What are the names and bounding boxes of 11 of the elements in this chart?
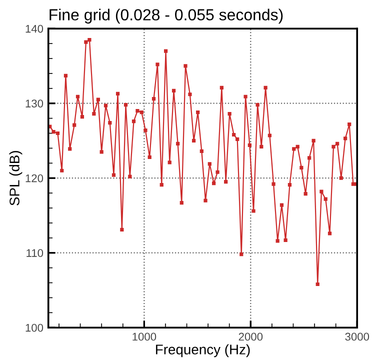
x-axis-title: Frequency (Hz) (156, 344, 250, 358)
x-tick-label: 2000 (238, 332, 263, 341)
chart-title: Fine grid (0.028 - 0.055 seconds) (50, 8, 283, 24)
x-tick-label: 3000 (345, 332, 370, 341)
y-axis-title: SPL (dB) (9, 151, 22, 206)
y-tick-label: 100 (26, 324, 44, 332)
y-tick-label: 130 (26, 100, 44, 108)
y-tick-label: 140 (26, 24, 44, 33)
y-tick-label: 120 (26, 174, 44, 182)
x-tick-label: 1000 (132, 332, 156, 341)
y-tick-label: 110 (26, 249, 44, 257)
